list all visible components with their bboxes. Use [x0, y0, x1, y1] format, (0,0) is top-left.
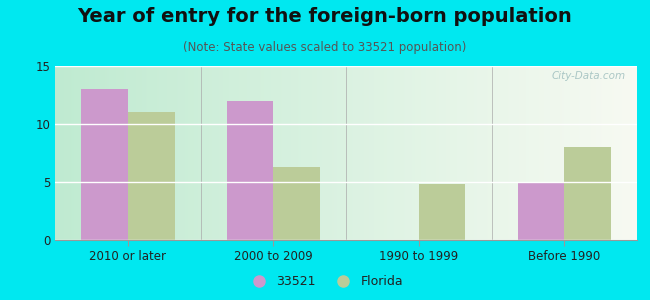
Text: (Note: State values scaled to 33521 population): (Note: State values scaled to 33521 popu… [183, 40, 467, 53]
Bar [564, 147, 611, 240]
Bar [81, 89, 128, 240]
Bar [227, 101, 274, 240]
Text: City-Data.com: City-Data.com [551, 71, 625, 81]
Text: Year of entry for the foreign-born population: Year of entry for the foreign-born popul… [77, 8, 573, 26]
Bar [518, 182, 564, 240]
Legend: 33521, Florida: 33521, Florida [244, 273, 406, 291]
Bar [419, 184, 465, 240]
Bar [274, 167, 320, 240]
Bar [128, 112, 174, 240]
